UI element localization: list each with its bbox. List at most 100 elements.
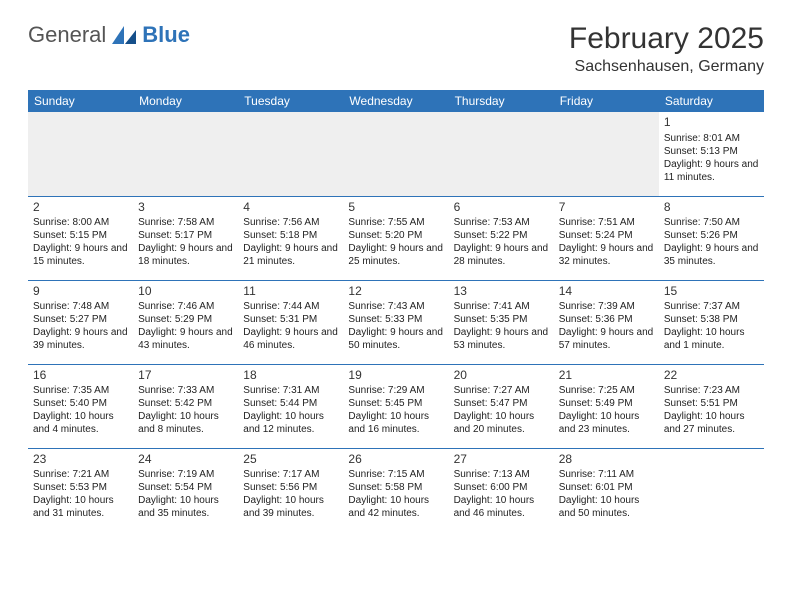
day-cell: 23Sunrise: 7:21 AMSunset: 5:53 PMDayligh…	[28, 448, 133, 532]
day-detail: Sunrise: 7:11 AMSunset: 6:01 PMDaylight:…	[559, 468, 654, 520]
day-number: 4	[243, 200, 338, 216]
day-number: 2	[33, 200, 128, 216]
day-cell: 6Sunrise: 7:53 AMSunset: 5:22 PMDaylight…	[449, 196, 554, 280]
weekday-header: Friday	[554, 90, 659, 112]
day-number: 8	[664, 200, 759, 216]
day-detail: Sunrise: 7:48 AMSunset: 5:27 PMDaylight:…	[33, 300, 128, 352]
day-cell: 13Sunrise: 7:41 AMSunset: 5:35 PMDayligh…	[449, 280, 554, 364]
day-detail: Sunrise: 7:35 AMSunset: 5:40 PMDaylight:…	[33, 384, 128, 436]
calendar-row: 23Sunrise: 7:21 AMSunset: 5:53 PMDayligh…	[28, 448, 764, 532]
calendar-table: SundayMondayTuesdayWednesdayThursdayFrid…	[28, 90, 764, 532]
day-number: 1	[664, 115, 759, 131]
day-number: 10	[138, 284, 233, 300]
weekday-header: Sunday	[28, 90, 133, 112]
day-number: 24	[138, 452, 233, 468]
weekday-header: Tuesday	[238, 90, 343, 112]
header: General Blue February 2025 Sachsenhausen…	[28, 22, 764, 76]
day-detail: Sunrise: 7:17 AMSunset: 5:56 PMDaylight:…	[243, 468, 338, 520]
day-cell: 3Sunrise: 7:58 AMSunset: 5:17 PMDaylight…	[133, 196, 238, 280]
day-number: 20	[454, 368, 549, 384]
day-number: 6	[454, 200, 549, 216]
weekday-row: SundayMondayTuesdayWednesdayThursdayFrid…	[28, 90, 764, 112]
day-detail: Sunrise: 7:13 AMSunset: 6:00 PMDaylight:…	[454, 468, 549, 520]
day-detail: Sunrise: 7:41 AMSunset: 5:35 PMDaylight:…	[454, 300, 549, 352]
day-number: 22	[664, 368, 759, 384]
day-number: 13	[454, 284, 549, 300]
day-cell: 22Sunrise: 7:23 AMSunset: 5:51 PMDayligh…	[659, 364, 764, 448]
day-number: 11	[243, 284, 338, 300]
day-cell: 14Sunrise: 7:39 AMSunset: 5:36 PMDayligh…	[554, 280, 659, 364]
day-cell: 27Sunrise: 7:13 AMSunset: 6:00 PMDayligh…	[449, 448, 554, 532]
day-cell: 16Sunrise: 7:35 AMSunset: 5:40 PMDayligh…	[28, 364, 133, 448]
day-number: 9	[33, 284, 128, 300]
weekday-header: Monday	[133, 90, 238, 112]
day-cell: 26Sunrise: 7:15 AMSunset: 5:58 PMDayligh…	[343, 448, 448, 532]
weekday-header: Saturday	[659, 90, 764, 112]
day-detail: Sunrise: 7:15 AMSunset: 5:58 PMDaylight:…	[348, 468, 443, 520]
blank-cell	[133, 112, 238, 196]
day-number: 15	[664, 284, 759, 300]
day-cell: 2Sunrise: 8:00 AMSunset: 5:15 PMDaylight…	[28, 196, 133, 280]
day-cell: 17Sunrise: 7:33 AMSunset: 5:42 PMDayligh…	[133, 364, 238, 448]
day-detail: Sunrise: 7:46 AMSunset: 5:29 PMDaylight:…	[138, 300, 233, 352]
day-detail: Sunrise: 7:27 AMSunset: 5:47 PMDaylight:…	[454, 384, 549, 436]
day-detail: Sunrise: 7:56 AMSunset: 5:18 PMDaylight:…	[243, 216, 338, 268]
day-number: 26	[348, 452, 443, 468]
day-detail: Sunrise: 7:29 AMSunset: 5:45 PMDaylight:…	[348, 384, 443, 436]
day-cell: 18Sunrise: 7:31 AMSunset: 5:44 PMDayligh…	[238, 364, 343, 448]
day-detail: Sunrise: 7:33 AMSunset: 5:42 PMDaylight:…	[138, 384, 233, 436]
day-detail: Sunrise: 7:39 AMSunset: 5:36 PMDaylight:…	[559, 300, 654, 352]
blank-cell	[238, 112, 343, 196]
location: Sachsenhausen, Germany	[569, 58, 764, 76]
day-detail: Sunrise: 7:37 AMSunset: 5:38 PMDaylight:…	[664, 300, 759, 352]
day-detail: Sunrise: 7:23 AMSunset: 5:51 PMDaylight:…	[664, 384, 759, 436]
day-number: 3	[138, 200, 233, 216]
day-detail: Sunrise: 7:43 AMSunset: 5:33 PMDaylight:…	[348, 300, 443, 352]
title-block: February 2025 Sachsenhausen, Germany	[569, 22, 764, 76]
day-number: 21	[559, 368, 654, 384]
day-detail: Sunrise: 8:00 AMSunset: 5:15 PMDaylight:…	[33, 216, 128, 268]
day-cell: 21Sunrise: 7:25 AMSunset: 5:49 PMDayligh…	[554, 364, 659, 448]
day-cell: 25Sunrise: 7:17 AMSunset: 5:56 PMDayligh…	[238, 448, 343, 532]
weekday-header: Wednesday	[343, 90, 448, 112]
day-cell: 15Sunrise: 7:37 AMSunset: 5:38 PMDayligh…	[659, 280, 764, 364]
calendar-row: 16Sunrise: 7:35 AMSunset: 5:40 PMDayligh…	[28, 364, 764, 448]
day-detail: Sunrise: 7:50 AMSunset: 5:26 PMDaylight:…	[664, 216, 759, 268]
day-number: 14	[559, 284, 654, 300]
day-number: 27	[454, 452, 549, 468]
logo-word1: General	[28, 22, 106, 48]
day-cell: 1Sunrise: 8:01 AMSunset: 5:13 PMDaylight…	[659, 112, 764, 196]
day-detail: Sunrise: 7:55 AMSunset: 5:20 PMDaylight:…	[348, 216, 443, 268]
day-detail: Sunrise: 7:53 AMSunset: 5:22 PMDaylight:…	[454, 216, 549, 268]
day-number: 18	[243, 368, 338, 384]
day-cell: 4Sunrise: 7:56 AMSunset: 5:18 PMDaylight…	[238, 196, 343, 280]
day-detail: Sunrise: 7:31 AMSunset: 5:44 PMDaylight:…	[243, 384, 338, 436]
day-detail: Sunrise: 7:58 AMSunset: 5:17 PMDaylight:…	[138, 216, 233, 268]
day-detail: Sunrise: 7:21 AMSunset: 5:53 PMDaylight:…	[33, 468, 128, 520]
blank-cell	[554, 112, 659, 196]
day-cell: 20Sunrise: 7:27 AMSunset: 5:47 PMDayligh…	[449, 364, 554, 448]
day-detail: Sunrise: 7:44 AMSunset: 5:31 PMDaylight:…	[243, 300, 338, 352]
blank-cell	[28, 112, 133, 196]
day-cell: 9Sunrise: 7:48 AMSunset: 5:27 PMDaylight…	[28, 280, 133, 364]
calendar-body: 1Sunrise: 8:01 AMSunset: 5:13 PMDaylight…	[28, 112, 764, 532]
logo-word2: Blue	[142, 22, 190, 48]
day-cell: 12Sunrise: 7:43 AMSunset: 5:33 PMDayligh…	[343, 280, 448, 364]
blank-cell	[449, 112, 554, 196]
day-number: 28	[559, 452, 654, 468]
weekday-header: Thursday	[449, 90, 554, 112]
day-number: 23	[33, 452, 128, 468]
blank-cell	[343, 112, 448, 196]
day-cell: 10Sunrise: 7:46 AMSunset: 5:29 PMDayligh…	[133, 280, 238, 364]
day-detail: Sunrise: 7:25 AMSunset: 5:49 PMDaylight:…	[559, 384, 654, 436]
day-cell: 11Sunrise: 7:44 AMSunset: 5:31 PMDayligh…	[238, 280, 343, 364]
day-detail: Sunrise: 7:19 AMSunset: 5:54 PMDaylight:…	[138, 468, 233, 520]
day-cell: 5Sunrise: 7:55 AMSunset: 5:20 PMDaylight…	[343, 196, 448, 280]
day-cell: 24Sunrise: 7:19 AMSunset: 5:54 PMDayligh…	[133, 448, 238, 532]
day-number: 12	[348, 284, 443, 300]
blank-cell	[659, 448, 764, 532]
logo: General Blue	[28, 22, 190, 48]
day-number: 17	[138, 368, 233, 384]
day-detail: Sunrise: 8:01 AMSunset: 5:13 PMDaylight:…	[664, 132, 759, 184]
day-number: 19	[348, 368, 443, 384]
